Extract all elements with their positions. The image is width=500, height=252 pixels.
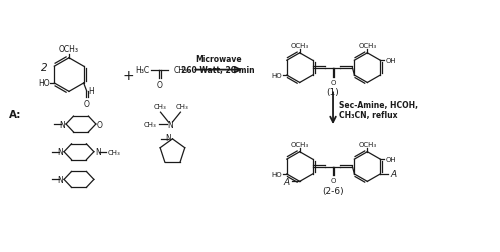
Text: HO: HO (271, 171, 282, 177)
Text: (2-6): (2-6) (322, 186, 344, 196)
Text: CH₃: CH₃ (108, 149, 120, 155)
Text: 2: 2 (41, 62, 48, 72)
Text: OCH₃: OCH₃ (290, 141, 309, 147)
Text: HO: HO (38, 79, 50, 88)
Text: CH₃: CH₃ (176, 104, 189, 110)
Text: HO: HO (271, 73, 282, 79)
Text: N: N (58, 175, 63, 184)
Text: N: N (166, 134, 172, 143)
Text: O: O (156, 80, 162, 89)
Text: A:: A: (10, 110, 22, 120)
Text: H₃C: H₃C (136, 66, 149, 75)
Text: OCH₃: OCH₃ (290, 43, 309, 49)
Text: CH₃: CH₃ (154, 104, 167, 110)
Text: N: N (60, 120, 65, 129)
Text: OCH₃: OCH₃ (358, 43, 376, 49)
Text: O: O (84, 99, 89, 108)
Text: 260 Watt, 20 min: 260 Watt, 20 min (182, 66, 255, 74)
Text: A: A (284, 177, 290, 186)
Text: OCH₃: OCH₃ (59, 45, 79, 54)
Text: OH: OH (385, 58, 396, 64)
Text: Sec-Amine, HCOH,: Sec-Amine, HCOH, (339, 100, 418, 109)
Text: CH₃CN, reflux: CH₃CN, reflux (339, 110, 398, 119)
Text: O: O (330, 79, 336, 85)
Text: CH₃: CH₃ (174, 66, 188, 75)
Text: O: O (330, 178, 336, 184)
Text: OCH₃: OCH₃ (358, 141, 376, 147)
Text: +: + (123, 68, 134, 82)
Text: CH₃: CH₃ (144, 121, 156, 128)
Text: N: N (168, 120, 173, 129)
Text: (1): (1) (326, 88, 340, 97)
Text: A: A (390, 170, 396, 179)
Text: OH: OH (385, 156, 396, 163)
Text: Microwave: Microwave (195, 54, 242, 64)
Text: N: N (95, 148, 100, 156)
Text: N: N (58, 148, 63, 156)
Text: H: H (88, 87, 94, 96)
Text: O: O (97, 120, 102, 129)
